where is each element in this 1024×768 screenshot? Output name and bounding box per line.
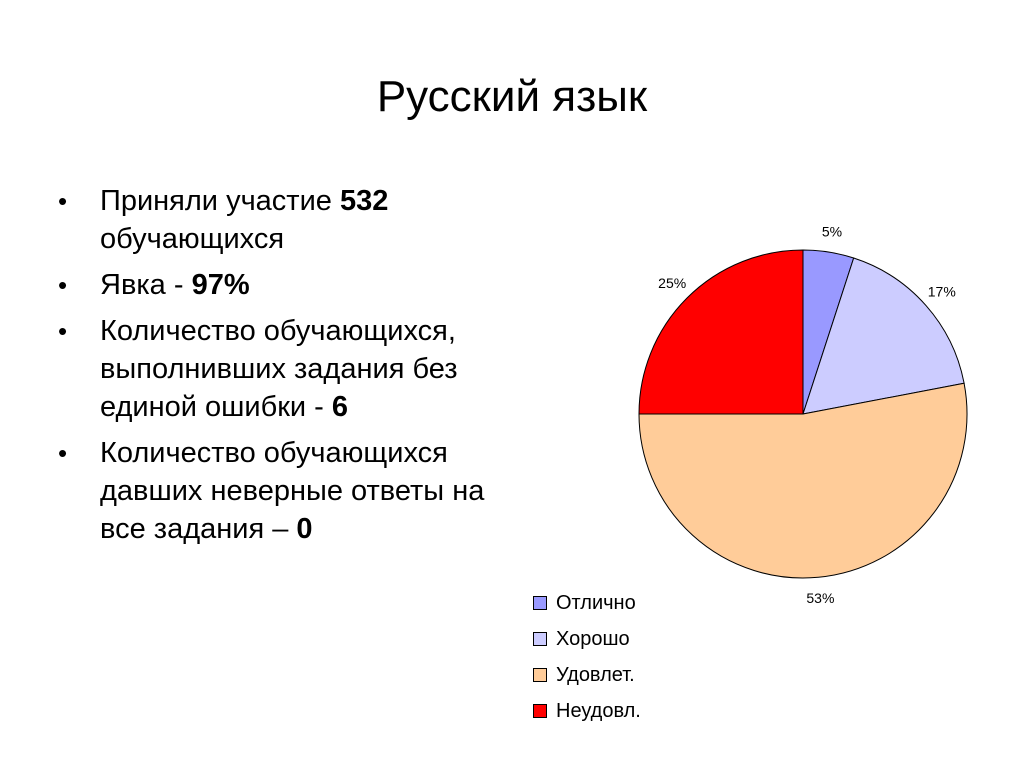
- bullet-value: 97%: [191, 269, 250, 301]
- legend-swatch: [533, 632, 547, 646]
- legend-label: Удовлет.: [556, 663, 635, 686]
- bullet-marker: •: [58, 186, 68, 216]
- bullet-tail: обучающихся: [100, 223, 285, 255]
- bullet-item-attendance: • Явка - 97%: [55, 266, 515, 304]
- pie-slice-2: [802, 257, 965, 415]
- bullet-marker: •: [58, 270, 68, 300]
- bullet-value: 532: [339, 185, 389, 217]
- pie-data-label: 25%: [658, 275, 686, 291]
- legend-label: Неудовл.: [556, 699, 641, 722]
- pie-data-label: 5%: [822, 223, 842, 239]
- bullet-marker: •: [58, 316, 68, 346]
- bullet-item-no-errors: • Количество обучающихся, выполнивших зад…: [55, 312, 515, 426]
- bullet-text: Приняли участие: [100, 185, 340, 217]
- legend-item: Хорошо: [533, 621, 641, 657]
- legend-item: Отлично: [533, 585, 641, 621]
- chart-legend: Отлично Хорошо Удовлет. Неудовл.: [533, 585, 641, 729]
- bullet-value: 6: [331, 391, 349, 423]
- legend-swatch: [533, 668, 547, 682]
- slide-title: Русский язык: [376, 72, 648, 121]
- legend-item: Удовлет.: [533, 657, 641, 693]
- bullet-marker: •: [58, 438, 68, 468]
- bullet-list: • Приняли участие 532 обучающихся • Явка -…: [55, 182, 515, 556]
- legend-label: Отлично: [556, 591, 636, 614]
- pie-slice-4: [638, 249, 804, 415]
- pie-data-label: 53%: [806, 590, 834, 606]
- legend-swatch: [533, 704, 547, 718]
- legend-label: Хорошо: [556, 627, 630, 650]
- legend-item: Неудовл.: [533, 693, 641, 729]
- bullet-item-participants: • Приняли участие 532 обучающихся: [55, 182, 515, 258]
- bullet-text: Количество обучающихся, выполнивших зада…: [100, 315, 458, 423]
- bullet-item-all-wrong: • Количество обучающихся давших неверные …: [55, 434, 515, 548]
- bullet-text: Количество обучающихся давших неверные о…: [100, 437, 485, 545]
- bullet-value: 0: [296, 513, 313, 545]
- bullet-text: Явка -: [100, 269, 192, 301]
- pie-slice-3: [638, 382, 968, 579]
- pie-chart: 5% 17% 53% 25%: [638, 223, 968, 606]
- pie-data-label: 17%: [928, 284, 956, 300]
- legend-swatch: [533, 596, 547, 610]
